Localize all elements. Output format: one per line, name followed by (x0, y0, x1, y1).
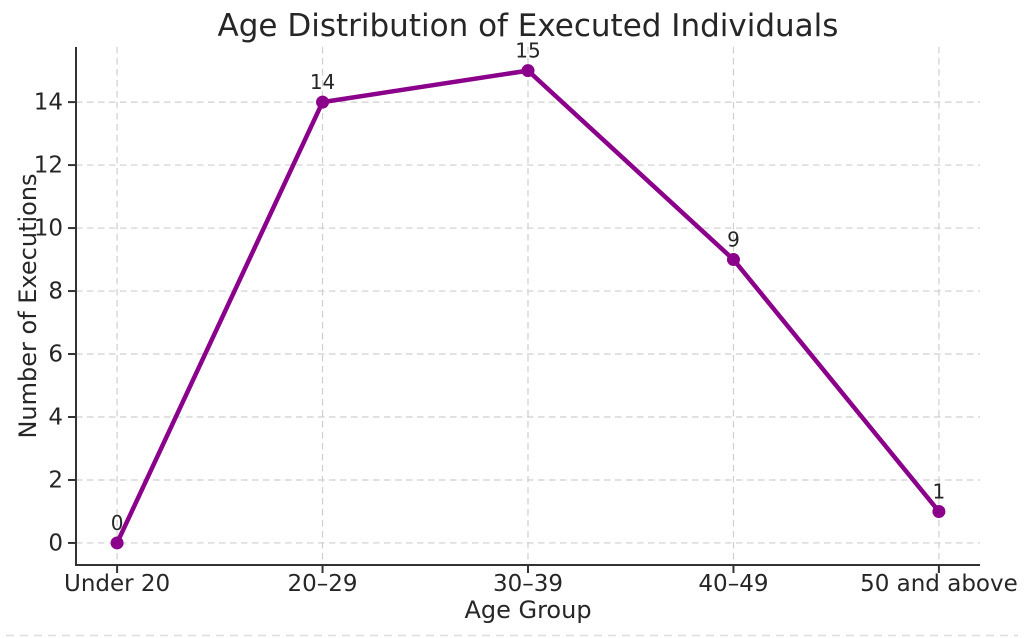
gridlines (76, 47, 980, 565)
data-point-label: 9 (727, 228, 740, 252)
y-tick-label: 8 (48, 279, 63, 305)
data-point-marker (110, 536, 124, 550)
x-axis-label: Age Group (464, 596, 591, 624)
x-tick-label: 40–49 (698, 571, 768, 597)
y-tick-label: 10 (34, 216, 63, 242)
x-tick-label: 30–39 (493, 571, 563, 597)
data-series (110, 64, 946, 550)
point-annotations: 0 14 15 9 1 (111, 39, 946, 535)
data-point-marker (316, 95, 330, 109)
data-point-marker (932, 504, 946, 518)
y-tick-label: 6 (48, 342, 63, 368)
data-point-label: 15 (515, 39, 540, 63)
y-tick-label: 14 (34, 90, 63, 116)
x-tick-label: 20–29 (288, 571, 358, 597)
y-tick-label: 12 (34, 153, 63, 179)
x-tick-label: 50 and above (860, 571, 1018, 597)
chart-title: Age Distribution of Executed Individuals (218, 8, 839, 44)
y-tick-label: 2 (48, 468, 63, 494)
y-tick-label: 0 (48, 531, 63, 557)
data-point-marker (726, 253, 740, 267)
data-point-label: 1 (933, 479, 946, 503)
y-axis-label: Number of Executions (14, 173, 42, 438)
data-point-marker (521, 64, 535, 78)
data-point-label: 0 (111, 511, 124, 535)
y-tick-label: 4 (48, 405, 63, 431)
x-tick-label: Under 20 (64, 571, 170, 597)
data-point-label: 14 (310, 70, 335, 94)
